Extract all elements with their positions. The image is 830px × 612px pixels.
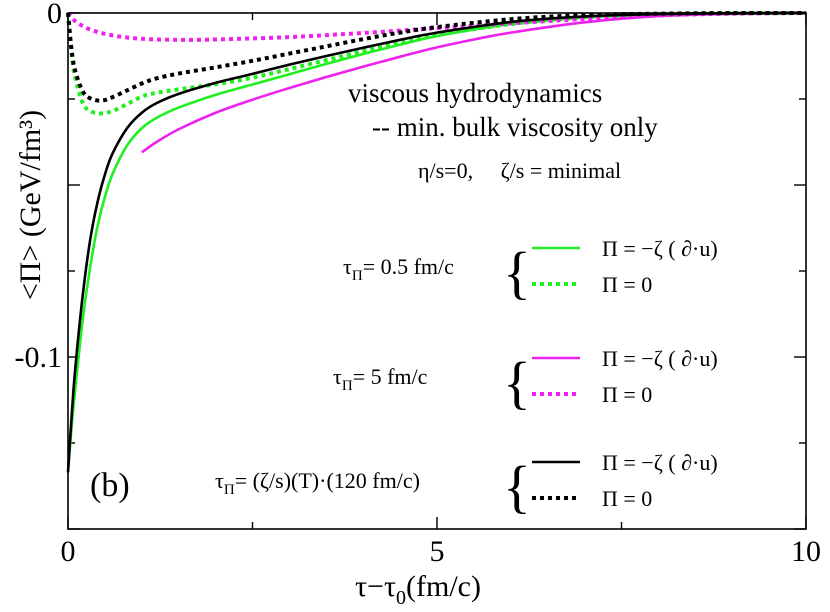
annotation-title: viscous hydrodynamics (348, 78, 602, 108)
x-tick-label: 5 (430, 535, 445, 568)
x-tick-label: 0 (61, 535, 76, 568)
legend-group-1: τΠ= 0.5 fm/c { Π = −ζ ( ∂·u) Π = 0 (343, 236, 718, 305)
legend-entry-label: Π = 0 (602, 272, 652, 297)
legend-group-2: τΠ= 5 fm/c { Π = −ζ ( ∂·u) Π = 0 (333, 346, 718, 415)
legend-entry-label: Π = −ζ ( ∂·u) (602, 346, 718, 371)
tick-labels: 0 5 10 0 -0.1 (15, 0, 822, 568)
series-line-4 (66, 11, 807, 42)
panel-label: (b) (90, 467, 130, 504)
series-line-5 (66, 11, 807, 473)
legend-brace: { (503, 240, 531, 305)
legend-group-3: τΠ= (ζ/s)(T)·(120 fm/c) { Π = −ζ ( ∂·u) Π =… (215, 450, 718, 519)
series-line-6 (66, 10, 807, 103)
x-axis-label: τ−τ0(fm/c) (355, 570, 481, 609)
x-tick-label: 10 (791, 535, 821, 568)
legend: τΠ= 0.5 fm/c{Π = −ζ ( ∂·u)Π = 0τΠ= 5 fm/… (215, 236, 718, 519)
plot-frame (67, 12, 807, 530)
legend-brace: { (503, 350, 531, 415)
series-line-2 (66, 11, 807, 116)
legend-entry-label: Π = −ζ ( ∂·u) (602, 450, 718, 475)
series-lines (66, 10, 807, 473)
annotation-subtitle: -- min. bulk viscosity only (372, 112, 658, 142)
y-tick-label: 0 (47, 0, 62, 30)
legend-tau-label: τΠ= 5 fm/c (333, 364, 428, 394)
y-axis-label: <Π> (GeV/fm³) (14, 110, 47, 300)
legend-tau-label: τΠ= 0.5 fm/c (343, 254, 454, 284)
legend-entry-label: Π = −ζ ( ∂·u) (602, 236, 718, 261)
y-tick-label: -0.1 (15, 341, 63, 374)
legend-tau-label: τΠ= (ζ/s)(T)·(120 fm/c) (215, 468, 420, 498)
annotation-params: η/s=0, ζ/s = minimal (418, 158, 621, 183)
legend-brace: { (503, 454, 531, 519)
legend-entry-label: Π = 0 (602, 382, 652, 407)
legend-entry-label: Π = 0 (602, 486, 652, 511)
